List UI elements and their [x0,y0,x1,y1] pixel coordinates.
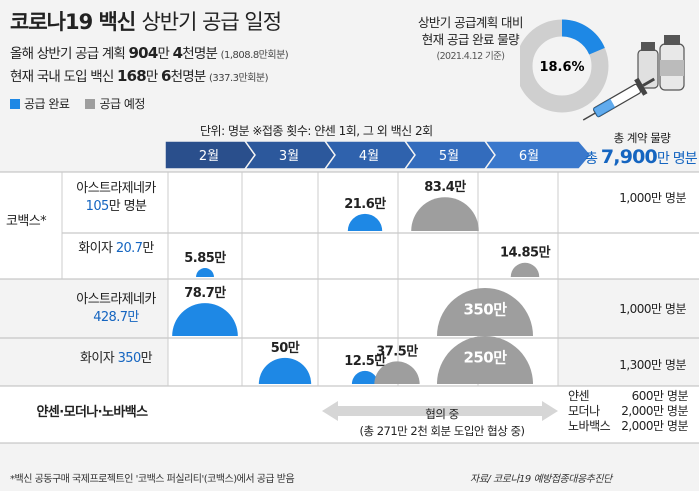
headline-current: 현재 국내 도입 백신 168만 6천명분 (337.3만회분) [10,67,269,85]
legend: 공급 완료 공급 예정 [10,95,145,112]
total-contract-value: 총 7,900만 명분 [585,146,698,168]
bubble-planned [510,262,540,277]
month-label-6: 6월 [519,149,539,164]
bubble-label: 78.7만 [184,285,226,301]
month-label-4: 4월 [359,149,379,164]
month-header: 2월 3월 4월 5월 6월 [164,140,592,170]
donut-caption: 상반기 공급계획 대비 현재 공급 완료 물량 (2021.4.12 기준) [418,15,523,62]
contract-covax: 1,000만 명분 [619,191,686,205]
bubble-done [258,357,312,384]
month-label-3: 3월 [279,149,299,164]
negotiation-label: 협의 중 [425,407,459,421]
headline-plan: 올해 상반기 공급 계획 904만 4천명분 (1,808.8만회분) [10,44,289,62]
negotiation-arrow [322,401,558,421]
contract-others: 얀센 600만 명분 모더나 2,000만 명분 노바백스 2,000만 명분 [568,389,689,433]
bubble-label: 14.85만 [500,245,551,261]
row-label-pfizer: 화이자 350만 [79,351,153,366]
month-label-2: 2월 [199,149,219,164]
unit-note: 단위: 명분 ※접종 횟수: 얀센 1회, 그 외 백신 2회 [200,124,433,138]
double-arrow-icon [322,401,558,421]
bubble-done [347,213,383,231]
legend-swatch-planned [85,98,96,109]
month-chevron [483,140,592,170]
bubble-label: 250만 [463,348,507,366]
bubble-label: 37.5만 [376,343,418,359]
bubble-label: 5.85만 [184,250,226,266]
month-label-5: 5월 [439,149,459,164]
bubble-layer: 21.6만 83.4만 5.85만 14.85만 78.7만 350만 50만 12.5만37… [172,179,551,384]
legend-swatch-done [10,98,20,109]
bubble-label: 21.6만 [344,196,386,212]
bubble-done [172,303,238,336]
bubble-planned [374,361,420,384]
donut-percent: 18.6% [539,60,584,75]
negotiation-detail: (총 271만 2천 회분 도입안 협상 중) [359,424,525,438]
source-credit: 자료/ 코로나19 예방접종대응추진단 [470,474,612,485]
bubble-planned [437,336,533,384]
donut-chart: 18.6% [520,19,685,121]
bubble-label: 350만 [463,300,507,318]
bubble-done [196,268,214,277]
legend-label-done: 공급 완료 [24,97,70,111]
contract-az: 1,000만 명분 [619,302,686,316]
bubble-label: 83.4만 [424,179,466,195]
bubble-planned [437,288,533,336]
group-label-covax: 코백스* [6,214,47,229]
bubble-planned [411,197,479,231]
bubble-label: 12.5만 [344,353,386,369]
row-label-az: 아스트라제네카 428.7만 [76,292,156,325]
footnote: *백신 공동구매 국제프로젝트인 '코백스 퍼실리티'(코백스)에서 공급 받음 [10,474,295,485]
row-label-covax-pfizer: 화이자 20.7만 [78,241,154,256]
page-title: 코로나19 백신 상반기 공급 일정 [10,10,282,34]
donut-arc-done [520,19,609,113]
total-contract-label: 총 계약 물량 [613,131,671,145]
row-label-others: 얀센·모더나·노바백스 [36,405,149,420]
legend-label-planned: 공급 예정 [99,97,145,111]
syringe-icon [582,77,655,121]
row-label-covax-az: 아스트라제네카 105만 명분 [76,181,156,214]
bubble-label: 50만 [271,340,300,356]
bubble-done [351,370,379,384]
contract-pfizer: 1,300만 명분 [619,358,686,372]
